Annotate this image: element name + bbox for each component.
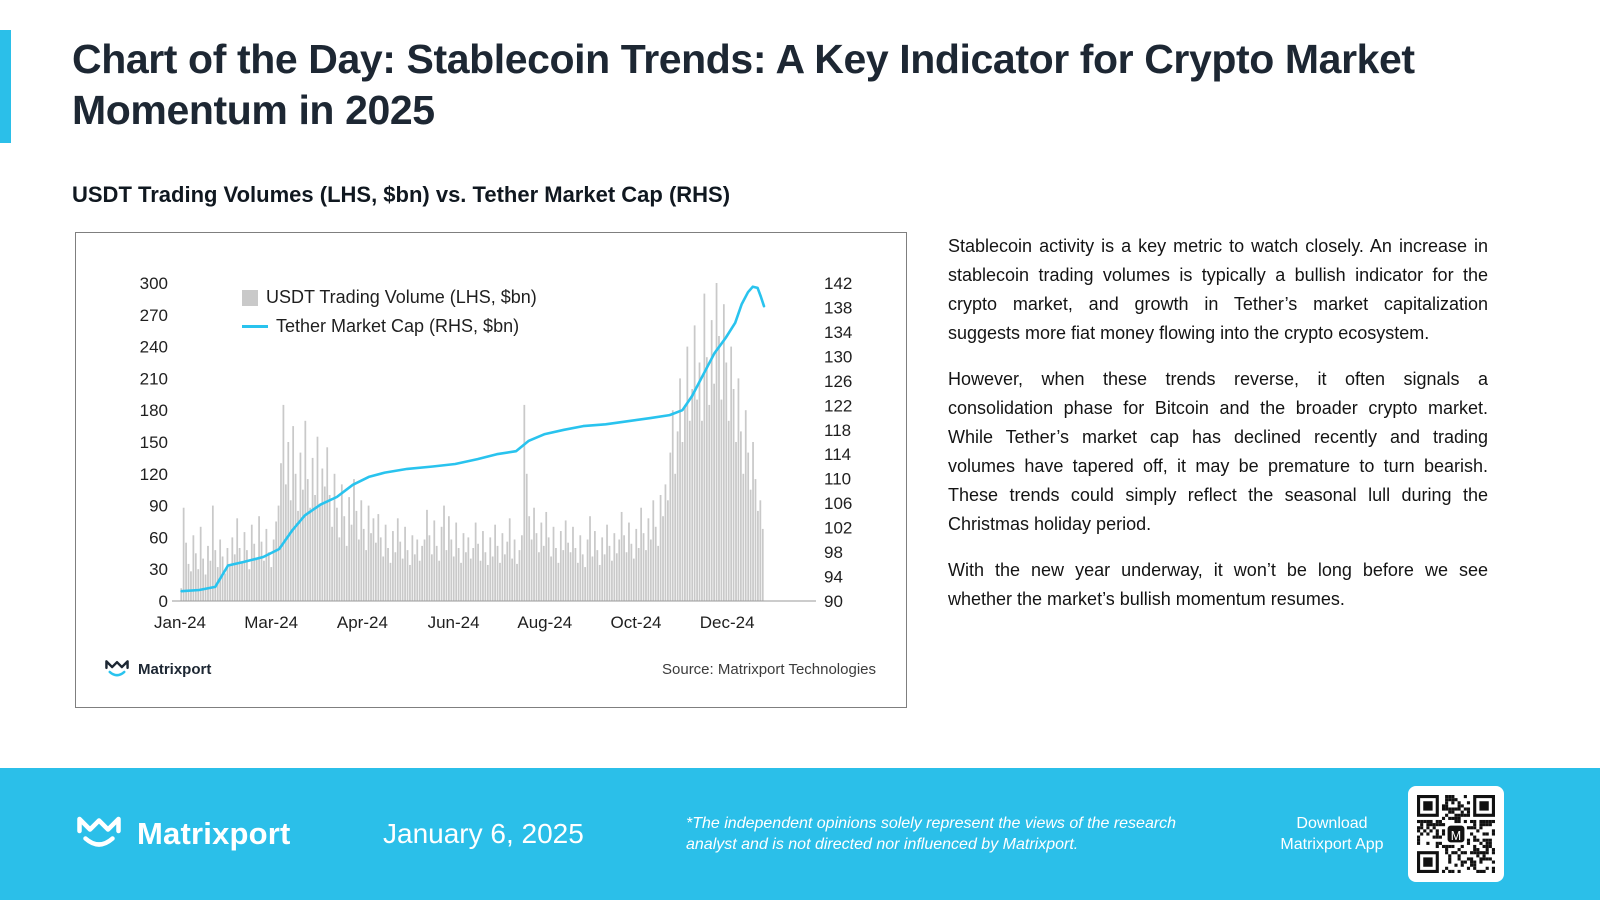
footer-brand-text: Matrixport: [137, 816, 291, 851]
svg-text:94: 94: [824, 568, 843, 587]
download-app-link[interactable]: Download Matrixport App: [1280, 815, 1384, 853]
svg-text:110: 110: [824, 470, 851, 489]
svg-text:Oct-24: Oct-24: [610, 613, 661, 632]
svg-text:30: 30: [149, 560, 168, 579]
qr-pattern: M: [1417, 795, 1495, 873]
svg-text:Dec-24: Dec-24: [700, 613, 755, 632]
matrixport-m-icon-white: [77, 816, 121, 847]
combo-chart: 0 30 60 90 120 150 180 210 240 270 300 90 94 98 102 106…: [140, 274, 853, 632]
svg-text:126: 126: [824, 372, 852, 391]
svg-text:90: 90: [824, 592, 843, 611]
chart-card: 0 30 60 90 120 150 180 210 240 270 300 90 94 98 102 106…: [75, 232, 907, 708]
card-logo-text: Matrixport: [138, 661, 212, 678]
svg-text:98: 98: [824, 543, 843, 562]
svg-text:300: 300: [140, 274, 168, 293]
line-legend-swatch: [242, 325, 268, 328]
svg-text:210: 210: [140, 369, 168, 388]
svg-text:118: 118: [824, 421, 851, 440]
chart-heading: USDT Trading Volumes (LHS, $bn) vs. Teth…: [72, 182, 731, 207]
svg-text:122: 122: [824, 396, 852, 415]
publication-date: January 6, 2025: [383, 818, 584, 849]
chart-card-footer: Matrixport Source: Matrixport Technologi…: [104, 658, 876, 681]
svg-text:60: 60: [149, 528, 168, 547]
bar-legend-swatch: [242, 289, 258, 306]
svg-text:150: 150: [140, 433, 168, 452]
svg-text:142: 142: [824, 274, 852, 293]
svg-text:106: 106: [824, 494, 852, 513]
chart-source: Source: Matrixport Technologies: [662, 661, 876, 678]
svg-text:0: 0: [159, 592, 168, 611]
line-legend-label: Tether Market Cap (RHS, $bn): [276, 316, 520, 336]
qr-code: M: [1408, 786, 1504, 882]
legend-row-bars: USDT Trading Volume (LHS, $bn): [242, 287, 537, 308]
svg-text:Aug-24: Aug-24: [517, 613, 572, 632]
footer-bar: Matrixport January 6, 2025 *The independ…: [0, 768, 1600, 900]
chart-legend: USDT Trading Volume (LHS, $bn) Tether Ma…: [242, 287, 537, 337]
svg-text:Apr-24: Apr-24: [337, 613, 388, 632]
commentary-column: Stablecoin activity is a key metric to w…: [948, 232, 1488, 631]
disclaimer-text: *The independent opinions solely represe…: [686, 815, 1177, 853]
svg-text:270: 270: [140, 306, 168, 325]
svg-text:Mar-24: Mar-24: [244, 613, 298, 632]
svg-text:90: 90: [149, 497, 168, 516]
matrixport-m-icon: [105, 660, 129, 677]
commentary-paragraph-2: However, when these trends reverse, it o…: [948, 369, 1488, 534]
svg-text:M: M: [1451, 829, 1461, 843]
bar-legend-label: USDT Trading Volume (LHS, $bn): [266, 287, 537, 307]
svg-text:180: 180: [140, 401, 168, 420]
svg-text:138: 138: [824, 298, 852, 317]
matrixport-logo-footer: Matrixport: [75, 813, 291, 855]
svg-text:114: 114: [824, 445, 851, 464]
svg-text:134: 134: [824, 323, 852, 342]
legend-row-line: Tether Market Cap (RHS, $bn): [242, 316, 537, 337]
commentary-paragraph-3: With the new year underway, it won’t be …: [948, 560, 1488, 609]
svg-text:Jun-24: Jun-24: [428, 613, 480, 632]
page-title: Chart of the Day: Stablecoin Trends: A K…: [72, 36, 1415, 133]
svg-text:240: 240: [140, 338, 168, 357]
title-accent-bar: [0, 30, 11, 143]
commentary-paragraph-1: Stablecoin activity is a key metric to w…: [948, 236, 1488, 343]
matrixport-logo-small: Matrixport: [104, 658, 211, 681]
svg-text:102: 102: [824, 519, 852, 538]
svg-text:130: 130: [824, 347, 852, 366]
svg-text:120: 120: [140, 465, 168, 484]
svg-text:Jan-24: Jan-24: [154, 613, 206, 632]
